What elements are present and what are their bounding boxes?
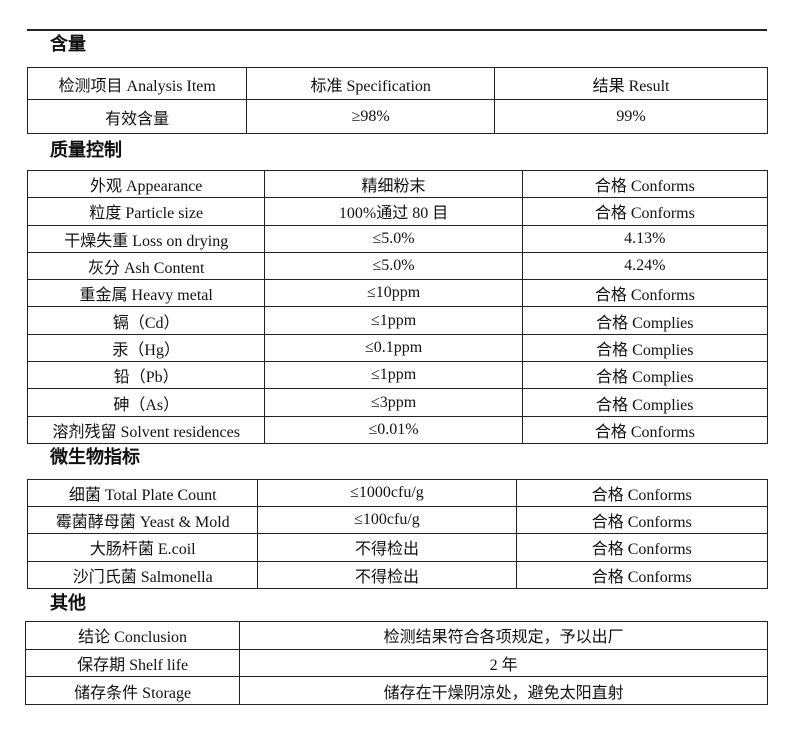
table-cell: 不得检出 [257, 533, 517, 562]
content-table: 检测项目 Analysis Item 标准 Specification 结果 Res… [26, 67, 768, 134]
table-row: 霉菌酵母菌 Yeast & Mold ≤100cfu/g 合格 Conforms [26, 506, 769, 535]
table-cell: 合格 Complies [521, 388, 769, 417]
table-cell: 有效含量 [26, 99, 248, 134]
table-row: 铅（Pb） ≤1ppm 合格 Complies [26, 361, 769, 390]
table-cell: 合格 Conforms [515, 560, 769, 589]
table-cell: 细菌 Total Plate Count [26, 478, 259, 508]
table-row: 溶剂残留 Solvent residences ≤0.01% 合格 Conforms [26, 415, 769, 444]
table-cell: ≤5.0% [264, 251, 523, 281]
quality-table: 外观 Appearance 精细粉末 合格 Conforms 粒度 Particle … [26, 169, 769, 444]
table-cell: 99% [494, 99, 768, 134]
table-row: 汞（Hg） ≤0.1ppm 合格 Complies [26, 333, 769, 363]
table-cell: 合格 Conforms [521, 169, 769, 199]
table-row: 检测项目 Analysis Item 标准 Specification 结果 Res… [26, 67, 768, 100]
table-cell: ≤5.0% [264, 224, 523, 253]
table-cell: 溶剂残留 Solvent residences [26, 415, 266, 444]
table-cell: 2 年 [239, 648, 768, 678]
table-cell: 合格 Conforms [521, 279, 769, 308]
table-cell: 储存条件 Storage [24, 676, 241, 706]
table-cell: 检测结果符合各项规定，予以出厂 [239, 621, 768, 650]
table-cell: 检测项目 Analysis Item [26, 67, 248, 100]
table-cell: ≤10ppm [264, 279, 523, 308]
table-cell: 精细粉末 [264, 169, 523, 199]
table-cell: 砷（As） [26, 388, 266, 417]
table-row: 外观 Appearance 精细粉末 合格 Conforms [26, 169, 769, 199]
table-cell: 霉菌酵母菌 Yeast & Mold [26, 506, 259, 535]
table-cell: 合格 Complies [521, 333, 769, 363]
table-cell: 4.24% [521, 251, 769, 281]
table-cell: 4.13% [521, 224, 769, 253]
top-rule [27, 29, 767, 31]
table-row: 砷（As） ≤3ppm 合格 Complies [26, 388, 769, 417]
table-cell: 合格 Complies [521, 306, 769, 335]
section-title-quality: 质量控制 [50, 140, 122, 161]
other-table: 结论 Conclusion 检测结果符合各项规定，予以出厂 保存期 Shelf li… [24, 621, 768, 706]
table-cell: ≤1ppm [264, 306, 523, 335]
table-cell: 合格 Conforms [521, 415, 769, 444]
table-cell: 重金属 Heavy metal [26, 279, 266, 308]
section-title-micro: 微生物指标 [50, 447, 140, 468]
table-cell: 沙门氏菌 Salmonella [26, 560, 259, 589]
section-title-content: 含量 [50, 34, 86, 55]
table-cell: 铅（Pb） [26, 361, 266, 390]
table-cell: 灰分 Ash Content [26, 251, 266, 281]
table-cell: 结论 Conclusion [24, 621, 241, 650]
table-row: 镉（Cd） ≤1ppm 合格 Complies [26, 306, 769, 335]
table-cell: ≤3ppm [264, 388, 523, 417]
table-cell: ≤100cfu/g [257, 506, 517, 535]
table-row: 大肠杆菌 E.coil 不得检出 合格 Conforms [26, 533, 769, 562]
table-cell: 不得检出 [257, 560, 517, 589]
table-cell: 干燥失重 Loss on drying [26, 224, 266, 253]
table-cell: 结果 Result [494, 67, 768, 100]
table-cell: 外观 Appearance [26, 169, 266, 199]
table-cell: ≤1000cfu/g [257, 478, 517, 508]
table-row: 保存期 Shelf life 2 年 [24, 648, 768, 678]
table-row: 结论 Conclusion 检测结果符合各项规定，予以出厂 [24, 621, 768, 650]
section-title-other: 其他 [50, 593, 86, 614]
table-row: 灰分 Ash Content ≤5.0% 4.24% [26, 251, 769, 281]
table-cell: ≥98% [246, 99, 496, 134]
table-cell: ≤0.1ppm [264, 333, 523, 363]
table-cell: 标准 Specification [246, 67, 496, 100]
table-cell: 粒度 Particle size [26, 197, 266, 226]
table-cell: 合格 Conforms [515, 506, 769, 535]
table-cell: 汞（Hg） [26, 333, 266, 363]
micro-table: 细菌 Total Plate Count ≤1000cfu/g 合格 Conform… [26, 478, 769, 589]
table-row: 重金属 Heavy metal ≤10ppm 合格 Conforms [26, 279, 769, 308]
table-cell: 合格 Complies [521, 361, 769, 390]
table-cell: 合格 Conforms [515, 478, 769, 508]
table-cell: 镉（Cd） [26, 306, 266, 335]
table-cell: ≤0.01% [264, 415, 523, 444]
table-cell: 大肠杆菌 E.coil [26, 533, 259, 562]
table-cell: 储存在干燥阴凉处，避免太阳直射 [239, 676, 768, 706]
table-row: 沙门氏菌 Salmonella 不得检出 合格 Conforms [26, 560, 769, 589]
table-cell: ≤1ppm [264, 361, 523, 390]
table-row: 干燥失重 Loss on drying ≤5.0% 4.13% [26, 224, 769, 253]
table-cell: 保存期 Shelf life [24, 648, 241, 678]
table-row: 储存条件 Storage 储存在干燥阴凉处，避免太阳直射 [24, 676, 768, 706]
table-cell: 合格 Conforms [515, 533, 769, 562]
table-row: 细菌 Total Plate Count ≤1000cfu/g 合格 Conform… [26, 478, 769, 508]
table-row: 粒度 Particle size 100%通过 80 目合格 Conforms [26, 197, 769, 226]
table-cell: 合格 Conforms [521, 197, 769, 226]
table-cell: 100%通过 80 目 [264, 197, 523, 226]
table-row: 有效含量 ≥98% 99% [26, 99, 768, 134]
